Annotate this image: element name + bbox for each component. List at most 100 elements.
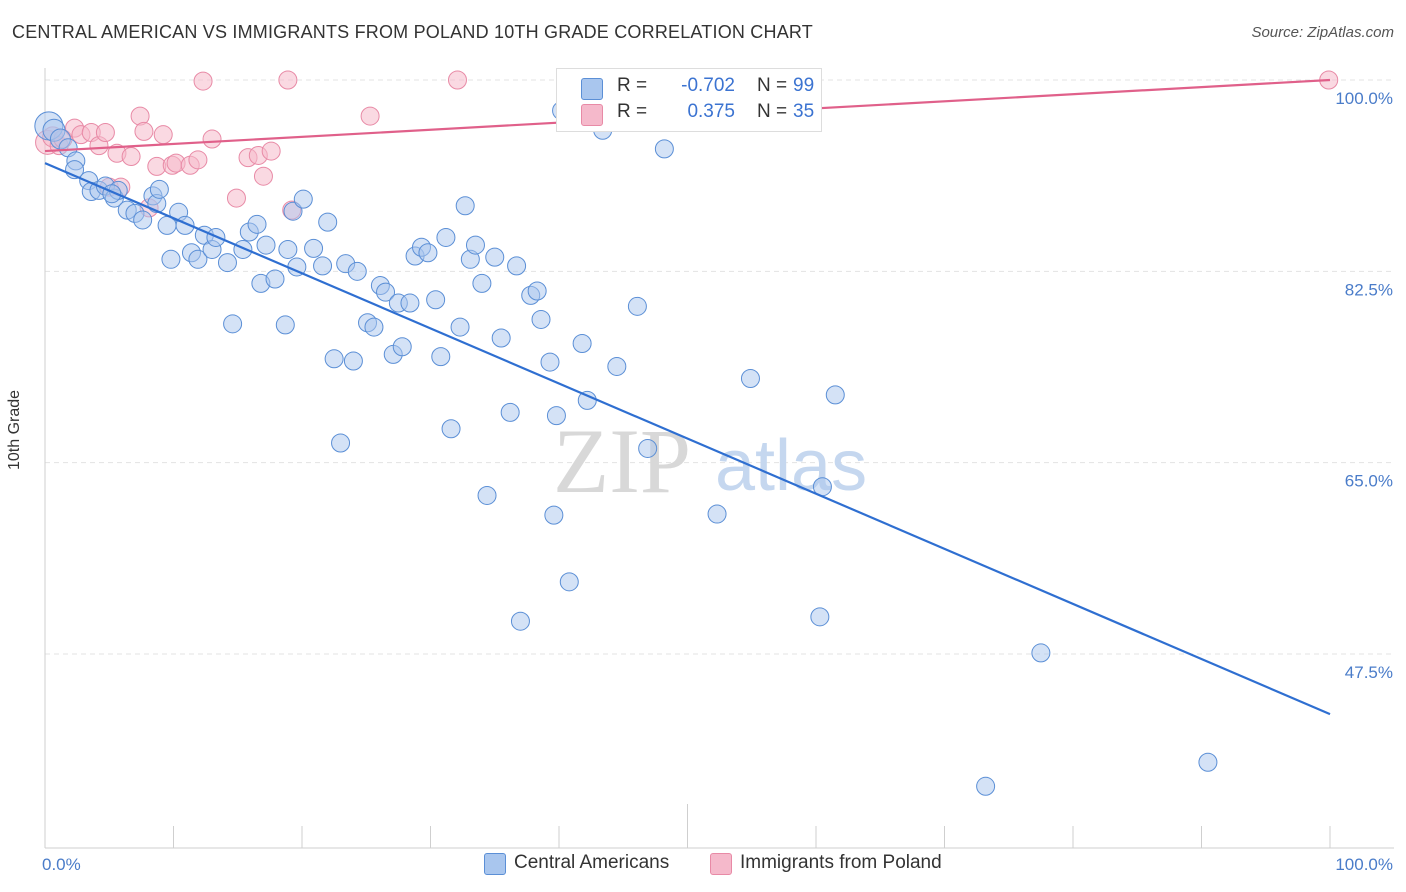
data-point-central-americans [477, 485, 497, 505]
data-point-central-americans [572, 333, 592, 353]
data-point-central-americans [364, 317, 384, 337]
data-point-central-americans [318, 212, 338, 232]
data-point-central-americans [275, 315, 295, 335]
legend-swatch-pink [581, 104, 603, 126]
stats-legend: R = -0.702 N = 99 R = 0.375 N = 35 [556, 68, 822, 132]
data-point-central-americans [347, 261, 367, 281]
y-tick-label: 100.0% [1335, 89, 1393, 108]
data-point-poland [447, 70, 467, 90]
data-point-central-americans [331, 433, 351, 453]
trend-lines [44, 78, 1331, 716]
legend-row-central-americans: R = -0.702 N = 99 [581, 75, 814, 101]
data-point-central-americans [265, 269, 285, 289]
legend-r-value: 0.375 [687, 101, 735, 122]
data-point-central-americans [256, 235, 276, 255]
data-point-central-americans [188, 249, 208, 269]
data-point-central-americans [304, 238, 324, 258]
legend-swatch-blue [581, 78, 603, 100]
data-point-central-americans [627, 296, 647, 316]
data-point-poland [202, 129, 222, 149]
data-point-central-americans [313, 256, 333, 276]
data-point-central-americans [392, 337, 412, 357]
data-point-central-americans [707, 504, 727, 524]
watermark-zip: ZIP [553, 410, 691, 512]
data-point-central-americans [161, 249, 181, 269]
data-point-central-americans [293, 189, 313, 209]
data-point-central-americans [559, 572, 579, 592]
data-point-central-americans [507, 256, 527, 276]
data-point-poland [95, 122, 115, 142]
data-point-central-americans [810, 607, 830, 627]
data-point-central-americans [324, 349, 344, 369]
data-point-central-americans [450, 317, 470, 337]
legend-swatch-pink [710, 853, 732, 875]
data-point-central-americans [223, 314, 243, 334]
data-point-central-americans [740, 368, 760, 388]
data-point-poland [261, 141, 281, 161]
data-point-central-americans [1031, 643, 1051, 663]
data-point-poland [121, 147, 141, 167]
trend-line-central-americans [44, 162, 1331, 716]
legend-row-poland: R = 0.375 N = 35 [581, 101, 814, 127]
watermark-atlas: atlas [715, 426, 867, 506]
data-point-central-americans [976, 776, 996, 796]
legend-label: Immigrants from Poland [740, 852, 942, 873]
data-point-poland [153, 125, 173, 145]
legend-n-label: N = [757, 101, 788, 122]
y-tick-label: 82.5% [1345, 280, 1393, 299]
data-point-poland [278, 70, 298, 90]
data-point-central-americans [825, 385, 845, 405]
data-point-central-americans [527, 281, 547, 301]
watermark: ZIP atlas [553, 410, 867, 512]
data-point-central-americans [544, 505, 564, 525]
legend-label: Central Americans [514, 852, 670, 873]
data-point-poland [360, 106, 380, 126]
axes [44, 68, 1394, 849]
data-point-central-americans [638, 438, 658, 458]
data-point-central-americans [546, 406, 566, 426]
data-point-central-americans [400, 293, 420, 313]
data-point-central-americans [485, 247, 505, 267]
legend-swatch-blue [484, 853, 506, 875]
data-point-central-americans [540, 352, 560, 372]
chart-title: CENTRAL AMERICAN VS IMMIGRANTS FROM POLA… [12, 22, 813, 42]
data-point-central-americans [465, 235, 485, 255]
data-point-poland [226, 188, 246, 208]
data-point-central-americans [510, 611, 530, 631]
data-point-central-americans [531, 309, 551, 329]
legend-n-label: N = [757, 75, 788, 96]
data-point-central-americans [247, 214, 267, 234]
data-point-central-americans [376, 282, 396, 302]
tick-labels: 47.5% 65.0% 82.5% 100.0% 0.0% 100.0% [42, 89, 1393, 874]
data-point-central-americans [133, 210, 153, 230]
source-label: Source: ZipAtlas.com [1251, 24, 1394, 41]
series-central-americans-points [34, 75, 1218, 796]
legend-r-label: R = [617, 75, 648, 96]
y-tick-label: 47.5% [1345, 663, 1393, 682]
x-tick-label: 0.0% [42, 855, 81, 874]
data-point-poland [193, 71, 213, 91]
data-point-central-americans [654, 139, 674, 159]
data-point-central-americans [426, 290, 446, 310]
legend-n-value: 99 [793, 75, 815, 96]
data-point-central-americans [149, 179, 169, 199]
data-point-central-americans [436, 227, 456, 247]
data-point-central-americans [278, 239, 298, 259]
data-point-central-americans [455, 196, 475, 216]
legend-r-label: R = [617, 101, 648, 122]
data-point-poland [253, 166, 273, 186]
legend-n-value: 35 [793, 101, 815, 122]
data-point-poland [188, 150, 208, 170]
x-tick-label: 100.0% [1335, 855, 1393, 874]
data-point-central-americans [491, 328, 511, 348]
y-tick-label: 65.0% [1345, 472, 1393, 491]
data-point-central-americans [217, 253, 237, 273]
data-point-central-americans [343, 351, 363, 371]
data-point-central-americans [431, 347, 451, 367]
data-point-central-americans [1198, 752, 1218, 772]
data-point-central-americans [607, 356, 627, 376]
data-point-central-americans [500, 402, 520, 422]
data-point-central-americans [441, 419, 461, 439]
legend-r-value: -0.702 [681, 75, 735, 96]
